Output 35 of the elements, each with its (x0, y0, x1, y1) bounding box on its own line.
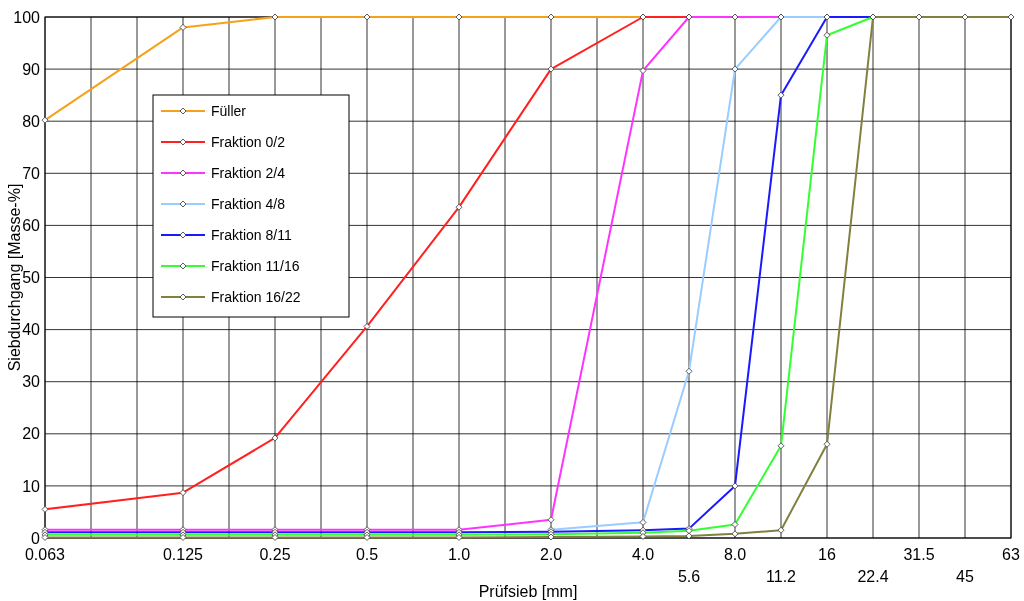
x-tick-label: 5.6 (677, 568, 701, 585)
x-tick-label: 22.4 (857, 568, 889, 585)
legend-label: Fraktion 11/16 (211, 257, 300, 274)
x-tick-label: 1.0 (447, 546, 471, 563)
y-tick-label: 40 (22, 321, 41, 339)
x-tick-label: 0.125 (162, 546, 204, 563)
y-tick-label: 30 (22, 373, 41, 391)
x-tick-label: 8.0 (723, 546, 747, 563)
x-tick-label: 0.25 (259, 546, 291, 563)
legend-label: Fraktion 4/8 (211, 195, 286, 212)
x-tick-label: 2.0 (539, 546, 563, 563)
y-tick-label: 50 (22, 269, 41, 287)
x-tick-label: 16 (818, 546, 836, 563)
y-tick-label: 10 (22, 477, 41, 495)
legend-label: Füller (211, 102, 247, 119)
x-axis-title: Prüfsieb [mm] (478, 583, 578, 600)
y-tick-label: 100 (13, 8, 41, 26)
y-tick-label: 90 (22, 60, 41, 78)
x-tick-label: 45 (956, 568, 974, 585)
y-tick-label: 0 (31, 529, 41, 547)
x-tick-label: 4.0 (631, 546, 655, 563)
legend-label: Fraktion 2/4 (211, 164, 286, 181)
x-tick-label: 0.5 (355, 546, 379, 563)
x-tick-label: 11.2 (766, 568, 797, 585)
y-axis-title: Siebdurchgang [Masse-%] (6, 183, 23, 372)
legend-label: Fraktion 16/22 (211, 288, 301, 305)
x-tick-label: 0.063 (24, 546, 66, 563)
legend-label: Fraktion 0/2 (211, 133, 286, 150)
legend-label: Fraktion 8/11 (211, 226, 292, 243)
y-tick-label: 20 (22, 425, 41, 443)
y-tick-label: 80 (22, 112, 41, 130)
x-tick-label: 31.5 (903, 546, 935, 563)
y-tick-label: 60 (22, 217, 41, 234)
x-tick-label: 63 (1002, 546, 1020, 563)
y-tick-label: 70 (22, 164, 41, 182)
